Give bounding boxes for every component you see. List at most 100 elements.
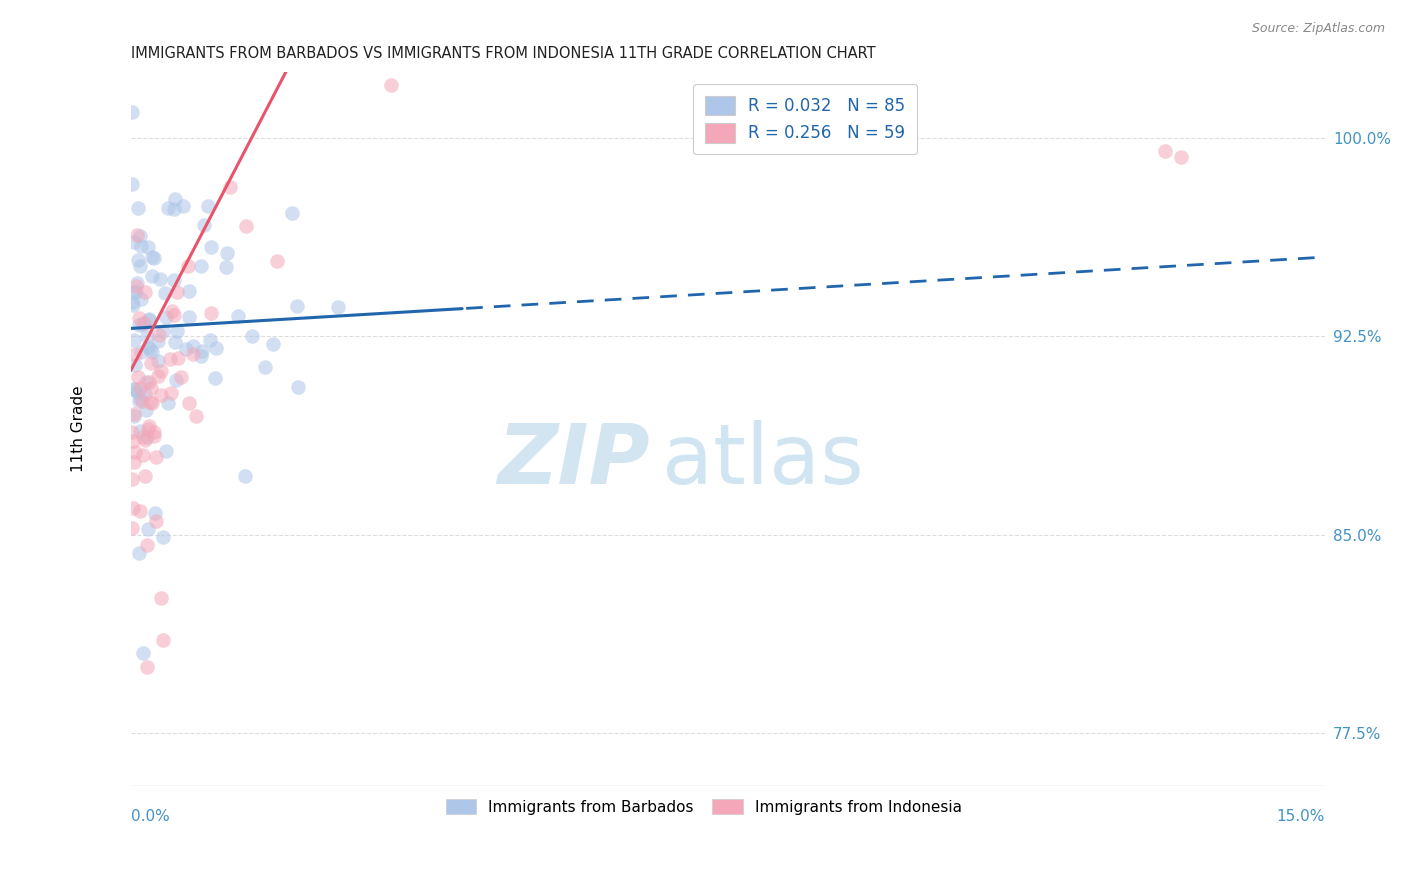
Point xyxy=(219,179,242,194)
Point xyxy=(129,229,152,244)
Point xyxy=(125,276,148,290)
Point xyxy=(179,284,201,298)
Point xyxy=(139,343,162,357)
Point xyxy=(153,286,176,301)
Point xyxy=(204,371,226,385)
Point xyxy=(124,445,146,459)
Point xyxy=(157,396,180,410)
Point xyxy=(121,425,143,439)
Point xyxy=(122,407,145,421)
Point xyxy=(128,318,150,332)
Point xyxy=(198,333,221,347)
Point xyxy=(163,192,186,206)
Point xyxy=(131,647,153,661)
Point xyxy=(143,429,166,443)
Point xyxy=(152,325,174,339)
Point xyxy=(134,285,156,299)
Point xyxy=(165,335,187,350)
Point xyxy=(148,334,170,349)
Point xyxy=(127,253,149,268)
Point xyxy=(122,455,145,469)
Point xyxy=(141,345,163,359)
Point xyxy=(163,273,186,287)
Point xyxy=(200,306,222,320)
Point xyxy=(122,235,145,249)
Point xyxy=(129,391,152,405)
Point xyxy=(129,345,152,359)
Point xyxy=(122,383,145,397)
Point xyxy=(149,591,172,605)
Point xyxy=(141,269,163,284)
Point xyxy=(146,353,169,368)
Point xyxy=(193,218,215,232)
Point xyxy=(124,409,146,423)
Point xyxy=(132,316,155,330)
Point xyxy=(1170,150,1192,164)
Point xyxy=(138,375,160,389)
Point xyxy=(148,327,170,342)
Point xyxy=(131,317,153,331)
Text: Source: ZipAtlas.com: Source: ZipAtlas.com xyxy=(1251,22,1385,36)
Point xyxy=(155,310,177,324)
Point xyxy=(128,311,150,326)
Point xyxy=(160,304,183,318)
Point xyxy=(136,421,159,435)
Text: 15.0%: 15.0% xyxy=(1277,809,1324,824)
Point xyxy=(1154,145,1177,159)
Point xyxy=(129,239,152,253)
Point xyxy=(152,633,174,648)
Point xyxy=(380,78,402,93)
Point xyxy=(143,251,166,265)
Point xyxy=(129,425,152,439)
Point xyxy=(128,259,150,273)
Point xyxy=(121,521,143,535)
Point xyxy=(150,364,173,378)
Point xyxy=(124,347,146,361)
Point xyxy=(135,538,157,552)
Point xyxy=(215,246,238,260)
Point xyxy=(128,504,150,518)
Point xyxy=(176,259,198,273)
Point xyxy=(190,259,212,273)
Point xyxy=(131,394,153,409)
Point xyxy=(149,271,172,285)
Point xyxy=(134,469,156,483)
Point xyxy=(122,298,145,312)
Point xyxy=(125,278,148,293)
Point xyxy=(122,501,145,516)
Point xyxy=(205,341,228,355)
Point xyxy=(122,333,145,347)
Point xyxy=(326,300,349,314)
Point xyxy=(136,240,159,254)
Point xyxy=(152,530,174,544)
Point xyxy=(138,312,160,326)
Point xyxy=(124,382,146,396)
Y-axis label: 11th Grade: 11th Grade xyxy=(72,385,86,472)
Point xyxy=(190,349,212,363)
Point xyxy=(214,260,236,274)
Point xyxy=(132,429,155,443)
Point xyxy=(150,388,173,402)
Point xyxy=(166,285,188,299)
Point xyxy=(124,358,146,372)
Point xyxy=(287,299,309,313)
Point xyxy=(159,351,181,366)
Point xyxy=(242,329,264,343)
Point xyxy=(165,373,187,387)
Point xyxy=(179,310,201,324)
Point xyxy=(235,219,257,234)
Text: 0.0%: 0.0% xyxy=(131,809,170,824)
Point xyxy=(128,546,150,560)
Point xyxy=(132,448,155,462)
Text: atlas: atlas xyxy=(662,420,863,501)
Point xyxy=(143,425,166,440)
Point xyxy=(157,202,180,216)
Point xyxy=(128,394,150,409)
Point xyxy=(145,450,167,464)
Point xyxy=(179,396,201,410)
Point xyxy=(167,351,190,366)
Point xyxy=(134,386,156,401)
Point xyxy=(138,418,160,433)
Point xyxy=(162,202,184,216)
Point xyxy=(134,434,156,448)
